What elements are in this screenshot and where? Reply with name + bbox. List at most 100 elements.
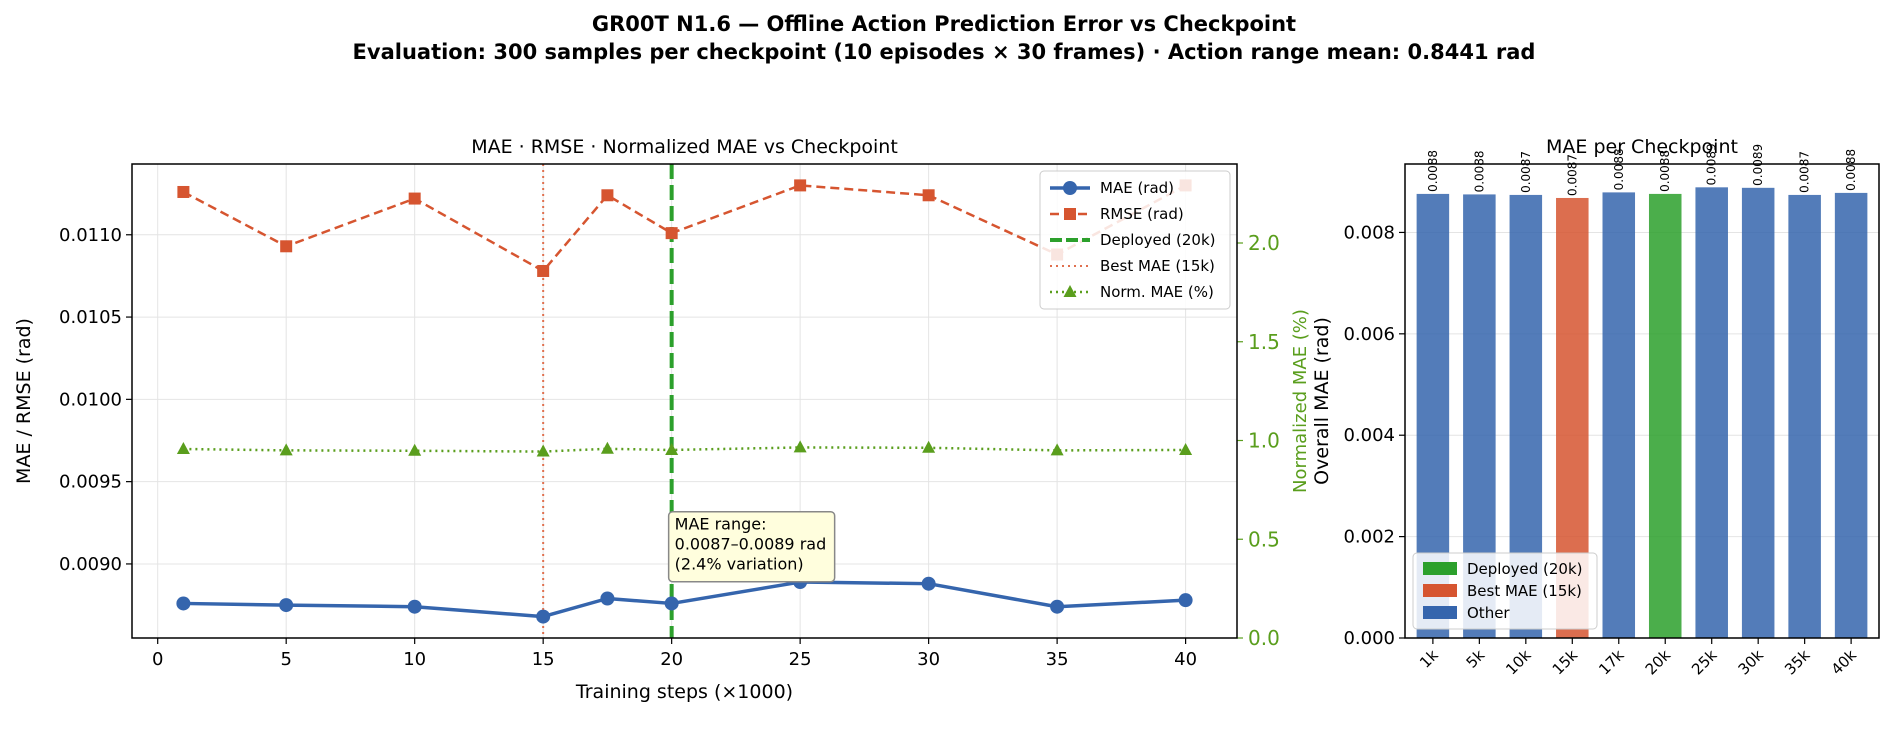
bar-value-label: 0.0087 xyxy=(1519,151,1533,193)
data-point xyxy=(665,227,678,240)
data-point xyxy=(537,264,550,277)
x-tick-label: 40 xyxy=(1174,649,1197,670)
y-axis-label: MAE / RMSE (rad) xyxy=(13,318,35,484)
x-tick-label: 25 xyxy=(789,649,812,670)
legend: MAE (rad) RMSE (rad) Deployed (20k) Best MA… xyxy=(1039,170,1231,310)
y2-tick-label: 2.0 xyxy=(1248,231,1280,255)
data-point xyxy=(665,442,679,455)
data-point xyxy=(177,185,190,198)
x-tick-label: 5 xyxy=(280,649,291,670)
data-point xyxy=(921,576,936,591)
data-point xyxy=(176,441,190,454)
bar-value-label: 0.0088 xyxy=(1472,150,1486,192)
legend-swatch xyxy=(1423,606,1457,619)
bar-value-label: 0.0088 xyxy=(1426,150,1440,192)
data-point xyxy=(1178,593,1193,608)
data-point xyxy=(600,591,615,606)
legend-swatch xyxy=(1423,562,1457,575)
data-point xyxy=(280,240,293,253)
bar-value-label: 0.0087 xyxy=(1565,154,1579,196)
y2-axis-label: Normalized MAE (%) xyxy=(1290,309,1311,493)
series-line-1 xyxy=(182,184,1187,273)
annotation-text: 0.0087–0.0089 rad xyxy=(675,535,827,554)
bar-chart: 0.0000.0020.0040.0060.0080.00881k0.00885… xyxy=(1311,136,1880,678)
legend-swatch xyxy=(1423,584,1457,597)
y-tick-label: 0.004 xyxy=(1343,425,1395,446)
legend-label: Deployed (20k) xyxy=(1467,560,1583,578)
x-tick-label: 30 xyxy=(917,649,940,670)
x-tick-label: 10 xyxy=(403,649,426,670)
bar xyxy=(1741,187,1775,639)
legend-box xyxy=(1412,552,1598,630)
y-tick-label: 0.0095 xyxy=(59,472,122,493)
bar xyxy=(1602,192,1636,639)
y-tick-label: 0.0110 xyxy=(59,225,122,246)
bar-value-label: 0.0088 xyxy=(1658,150,1672,192)
y-tick-label: 0.0090 xyxy=(59,554,122,575)
legend-label: Deployed (20k) xyxy=(1100,231,1216,249)
annotation-text: MAE range: xyxy=(675,515,767,534)
annotation-text: (2.4% variation) xyxy=(675,555,804,574)
legend-marker xyxy=(1063,285,1077,297)
data-point xyxy=(1050,443,1064,456)
data-point xyxy=(408,192,421,205)
bar-value-label: 0.0088 xyxy=(1844,149,1858,191)
y2-tick-label: 1.0 xyxy=(1248,429,1280,453)
bar xyxy=(1695,187,1728,639)
y-axis-label: Overall MAE (rad) xyxy=(1311,317,1333,485)
line-chart: 0 5 10 15 20 25 30 35 40 0.0090 0.0095 0.0100 0.0105… xyxy=(13,136,1311,703)
y-tick-label: 0.008 xyxy=(1343,222,1395,243)
x-axis-label: Training steps (×1000) xyxy=(575,681,793,703)
legend-marker xyxy=(1063,181,1077,195)
data-point xyxy=(536,444,550,457)
series-line-2 xyxy=(183,446,1186,453)
figure-subtitle: Evaluation: 300 samples per checkpoint (… xyxy=(353,40,1536,64)
legend-label: Best MAE (15k) xyxy=(1467,582,1582,600)
x-tick-label: 15 xyxy=(532,649,555,670)
plot-frame xyxy=(1404,163,1880,639)
y-tick-label: 0.0105 xyxy=(59,307,122,328)
data-point xyxy=(536,609,551,624)
legend-label: Best MAE (15k) xyxy=(1100,257,1215,275)
data-point xyxy=(922,189,935,202)
plot-frame xyxy=(131,163,1238,639)
legend-box xyxy=(1039,170,1231,310)
legend-marker xyxy=(1064,208,1076,220)
x-tick-label: 0 xyxy=(152,649,163,670)
data-point xyxy=(793,440,807,453)
bar-value-label: 0.0087 xyxy=(1798,151,1812,193)
y-tick-label: 0.000 xyxy=(1343,628,1395,649)
legend: Deployed (20k) Best MAE (15k) Other xyxy=(1412,552,1598,630)
y-tick-label: 0.006 xyxy=(1343,324,1395,345)
y2-tick-label: 0.5 xyxy=(1248,527,1280,551)
bar-value-label: 0.0088 xyxy=(1612,148,1626,190)
y-tick-label: 0.002 xyxy=(1343,527,1395,548)
bar-value-label: 0.0089 xyxy=(1751,144,1765,186)
chart-title: MAE per Checkpoint xyxy=(1546,136,1738,158)
data-point xyxy=(922,440,936,453)
data-point xyxy=(794,179,807,192)
data-point xyxy=(408,443,422,456)
data-point xyxy=(279,598,294,613)
data-point xyxy=(664,596,679,611)
data-point xyxy=(601,189,614,202)
data-point xyxy=(1179,442,1193,455)
x-tick-label: 20 xyxy=(660,649,683,670)
annotation-box xyxy=(667,510,836,583)
x-tick-label: 35 xyxy=(1046,649,1069,670)
legend-label: MAE (rad) xyxy=(1100,179,1174,197)
bar xyxy=(1788,194,1821,638)
bar xyxy=(1648,193,1682,638)
legend-label: Norm. MAE (%) xyxy=(1100,283,1214,301)
chart-title: MAE · RMSE · Normalized MAE vs Checkpoin… xyxy=(471,136,898,158)
figure-title: GR00T N1.6 — Offline Action Prediction E… xyxy=(592,12,1296,36)
data-point xyxy=(176,596,191,611)
data-point xyxy=(279,443,293,456)
data-point xyxy=(600,441,614,454)
data-point xyxy=(407,599,422,614)
legend-label: RMSE (rad) xyxy=(1100,205,1184,223)
series-line-0 xyxy=(183,580,1186,619)
data-point xyxy=(1050,599,1065,614)
y2-tick-label: 0.0 xyxy=(1248,626,1280,650)
